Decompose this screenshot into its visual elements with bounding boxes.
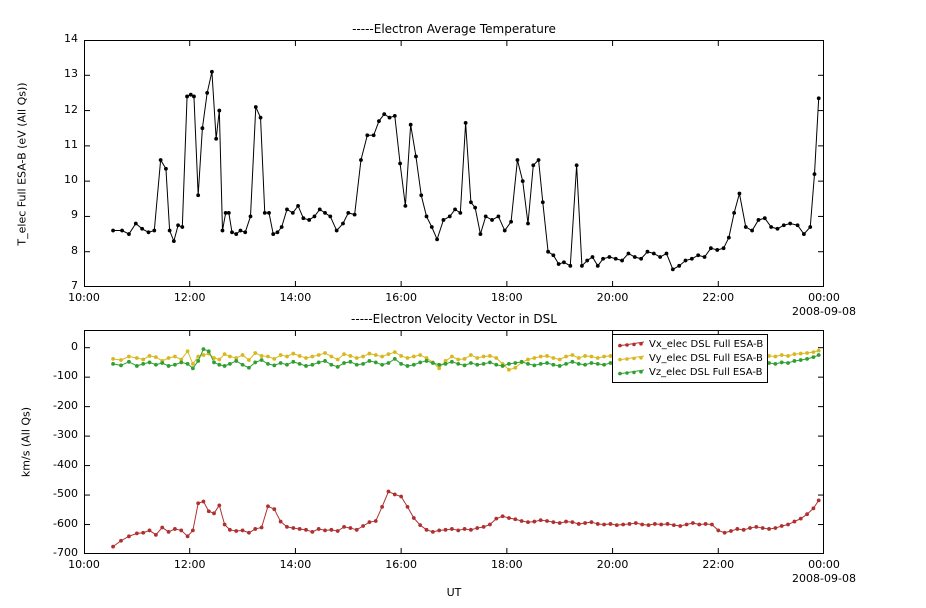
electron-velocity-plot-legend: Vx_elec DSL Full ESA-B Vy_elec DSL Full E… [612,334,769,383]
electron-velocity-plot-xtick: 16:00 [385,558,417,571]
electron-temperature-plot-xtick: 10:00 [68,291,100,304]
electron-velocity-plot-xtick: 10:00 [68,558,100,571]
electron-velocity-plot-ytick: -500 [53,487,78,501]
electron-temperature-plot-ytick: 7 [71,279,78,292]
electron-velocity-plot-ytick: -700 [53,546,78,559]
electron-temperature-plot-xtick: 20:00 [596,291,629,304]
electron-temperature-plot-ylabel: T_elec Full ESA-B (eV (All Qs)) [15,81,29,246]
electron-velocity-plot-xtick: 12:00 [173,558,206,571]
electron-velocity-plot-ytick: -300 [53,428,78,442]
electron-temperature-plot-ytick: 14 [64,32,78,45]
electron-temperature-plot-xtick: 14:00 [279,291,312,304]
electron-temperature-plot-xtick: 16:00 [385,291,417,304]
electron-temperature-plot [84,40,824,287]
electron-velocity-plot-date-label: 2008-09-08 [792,572,856,585]
electron-velocity-plot-xlabel: UT [446,586,462,599]
electron-temperature-plot-xtick: 22:00 [702,291,735,304]
electron-temperature-plot-date-label: 2008-09-08 [792,305,856,318]
electron-velocity-plot-xtick: 22:00 [702,558,735,571]
electron-velocity-plot-title: -----Electron Velocity Vector in DSL [351,312,557,326]
electron-velocity-plot-ylabel: km/s (All Qs) [19,406,33,478]
electron-temperature-plot-ytick: 10 [64,173,78,187]
electron-velocity-plot-ytick: -600 [53,516,78,530]
legend-color-swatch [617,352,645,364]
electron-velocity-plot-xtick: 18:00 [490,558,523,571]
electron-temperature-plot-xtick: 18:00 [490,291,523,304]
electron-temperature-plot-xtick: 12:00 [173,291,206,304]
legend-item: Vy_elec DSL Full ESA-B [617,351,763,365]
electron-velocity-plot-xtick: 14:00 [279,558,312,571]
electron-velocity-plot-ytick: 0 [71,339,78,353]
legend-item: Vz_elec DSL Full ESA-B [617,365,763,379]
electron-velocity-plot-ytick: -200 [53,398,78,412]
legend-item: Vx_elec DSL Full ESA-B [617,337,763,351]
electron-temperature-plot-ytick: 9 [71,208,78,222]
electron-velocity-plot-xtick: 00:00 [808,558,840,571]
electron-velocity-plot-xtick: 20:00 [596,558,629,571]
electron-temperature-plot-ytick: 12 [64,102,78,116]
series-line-0 [113,71,820,271]
electron-temperature-plot-ytick: 11 [64,137,78,151]
electron-velocity-plot-ytick: -100 [53,369,78,383]
electron-temperature-plot-ytick: 8 [71,243,78,257]
electron-velocity-plot-ytick: -400 [53,457,78,471]
legend-label: Vx_elec DSL Full ESA-B [649,338,764,350]
legend-color-swatch [617,338,645,350]
legend-color-swatch [617,366,645,378]
electron-temperature-plot-xtick: 00:00 [808,291,840,304]
legend-label: Vy_elec DSL Full ESA-B [649,352,763,364]
electron-temperature-plot-title: -----Electron Average Temperature [352,22,556,36]
legend-label: Vz_elec DSL Full ESA-B [649,366,763,378]
electron-temperature-plot-ytick: 13 [64,67,78,81]
